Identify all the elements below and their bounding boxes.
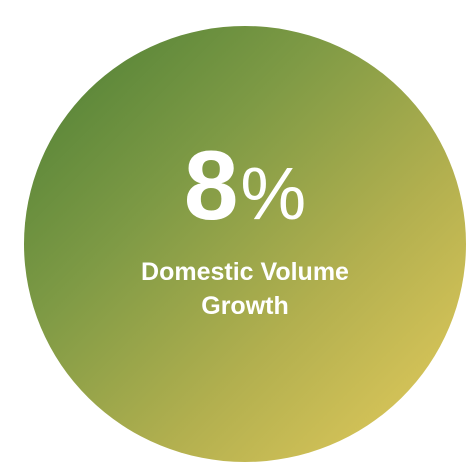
caption-line-2: Growth	[201, 292, 289, 320]
stat-caption: Domestic Volume Growth	[141, 256, 349, 324]
stat-unit: %	[240, 152, 307, 236]
stat-number: 8	[183, 130, 239, 241]
caption-line-1: Domestic Volume	[141, 258, 349, 287]
stat-circle: 8 % Domestic Volume Growth	[24, 26, 466, 462]
stat-value: 8 %	[184, 136, 306, 234]
